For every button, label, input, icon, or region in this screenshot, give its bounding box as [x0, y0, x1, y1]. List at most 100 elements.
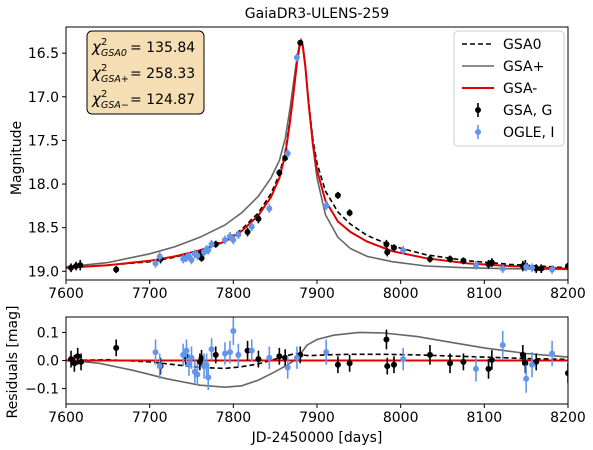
point-marker [400, 247, 407, 254]
point-marker [221, 350, 228, 357]
data-point-gsa-g [383, 239, 390, 249]
data-point-gsa-g [198, 349, 205, 367]
point-marker [230, 328, 237, 335]
point-marker [255, 356, 262, 363]
legend-entry-gsa-g: GSA, G [475, 103, 552, 119]
chi2-symbol: χ [91, 38, 102, 56]
x-tick-label: 8100 [467, 286, 503, 302]
x-axis-label: JD-2450000 [days] [251, 430, 383, 446]
point-marker [266, 354, 273, 361]
data-point-ogle-i [230, 317, 237, 346]
data-point-ogle-i [152, 339, 159, 365]
point-marker [74, 353, 81, 360]
point-marker [152, 260, 159, 267]
point-marker [334, 192, 341, 199]
bottom-plot-area: 7600 7700 7800 7900 8000 8100 8200 0.1 0.0 −0.1 [25, 316, 586, 426]
legend-label: OGLE, I [503, 125, 555, 141]
point-marker [212, 241, 219, 248]
point-marker [383, 336, 390, 343]
point-marker [284, 364, 291, 371]
point-marker [549, 350, 556, 357]
data-point-gsa-g [384, 247, 391, 257]
point-marker [390, 244, 397, 251]
point-marker [180, 351, 187, 358]
legend-marker-swatch [475, 107, 481, 113]
point-marker [235, 351, 242, 358]
data-point-ogle-i [156, 252, 163, 261]
data-point-ogle-i [400, 347, 407, 371]
data-point-ogle-i [183, 339, 190, 362]
point-marker [152, 349, 159, 356]
point-marker [156, 253, 163, 260]
point-marker [400, 356, 407, 363]
chi2-line-gsa0: χ 2 GSA0 = 135.84 [91, 37, 195, 59]
data-point-gsa-g [244, 340, 251, 361]
point-marker [426, 351, 433, 358]
data-point-gsa-g [565, 262, 568, 270]
data-point-gsa-g [519, 345, 526, 365]
data-point-ogle-i [221, 342, 228, 365]
chi2-line-gsa-plus: χ 2 GSA+ = 258.33 [91, 63, 195, 85]
data-point-ogle-i [529, 352, 536, 378]
chart-title: GaiaDR3-ULENS-259 [245, 6, 389, 22]
point-marker [266, 205, 273, 212]
data-point-gsa-g [390, 356, 397, 374]
data-point-gsa-g [113, 266, 120, 274]
data-point-gsa-g [447, 353, 454, 374]
point-marker [447, 256, 454, 263]
point-marker [68, 264, 75, 271]
point-marker [499, 265, 506, 272]
plot-marks [66, 317, 568, 393]
x-tick-label: 7600 [48, 410, 84, 426]
point-marker [221, 236, 228, 243]
point-marker [248, 223, 255, 230]
point-marker [282, 154, 289, 161]
data-point-ogle-i [235, 343, 242, 367]
x-tick-label: 7800 [216, 410, 252, 426]
data-point-gsa-g [113, 339, 120, 357]
data-point-ogle-i [523, 364, 530, 393]
legend-label: GSA+ [503, 59, 544, 75]
point-marker [205, 247, 212, 254]
data-point-ogle-i [549, 265, 556, 274]
chi2-subscript-gsa-minus: GSA− [101, 100, 129, 111]
data-point-gsa-g [460, 257, 467, 265]
data-point-ogle-i [284, 149, 291, 158]
data-point-gsa-g [460, 353, 467, 371]
y-tick-label: 19.0 [28, 264, 59, 280]
point-marker [71, 360, 78, 367]
data-point-gsa-g [276, 169, 283, 177]
point-marker [185, 361, 192, 368]
y-tick-label: 18.0 [28, 177, 59, 193]
point-marker [255, 215, 262, 222]
data-point-ogle-i [180, 343, 187, 367]
x-tick-label: 7600 [48, 286, 84, 302]
legend-marker-swatch [475, 129, 481, 135]
model-line-gsa0 [66, 39, 568, 269]
data-point-gsa-g [485, 359, 492, 379]
point-marker [188, 354, 195, 361]
y-tick-label: 17.0 [28, 90, 59, 106]
data-point-ogle-i [188, 255, 195, 265]
point-marker [334, 361, 341, 368]
data-point-gsa-g [282, 154, 289, 162]
data-point-ogle-i [248, 222, 255, 232]
data-point-ogle-i [194, 251, 201, 260]
data-point-gsa-g [297, 39, 304, 46]
data-point-ogle-i [248, 339, 255, 362]
point-marker [565, 263, 568, 270]
point-marker [346, 360, 353, 367]
point-marker [426, 256, 433, 263]
y-tick-label: 0.0 [37, 354, 59, 370]
point-marker [156, 363, 163, 370]
point-marker [384, 363, 391, 370]
point-marker [183, 347, 190, 354]
chi2-power: 2 [101, 37, 107, 48]
x-tick-label: 8000 [383, 410, 419, 426]
y-tick-label: −0.1 [25, 382, 59, 398]
data-point-gsa-g [255, 350, 262, 368]
data-point-ogle-i [266, 204, 273, 213]
model-line-gsa0 [66, 352, 568, 370]
data-point-ogle-i [323, 201, 330, 211]
point-marker [276, 353, 283, 360]
